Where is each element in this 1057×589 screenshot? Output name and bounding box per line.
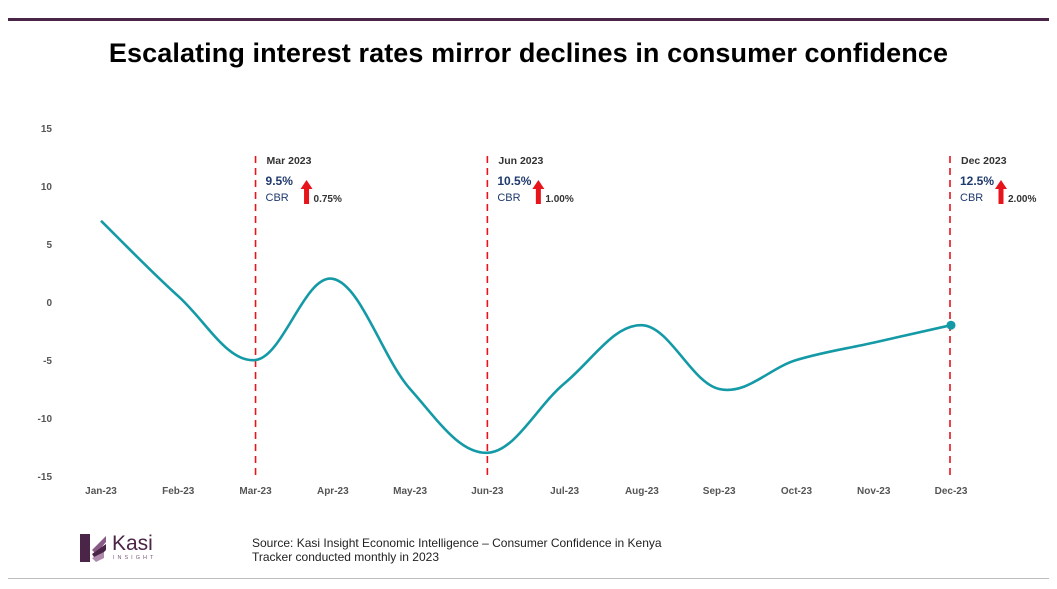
- up-arrow-icon: [532, 180, 545, 204]
- source-line-1: Source: Kasi Insight Economic Intelligen…: [252, 536, 662, 550]
- y-tick-label: 0: [46, 298, 52, 309]
- source-note: Source: Kasi Insight Economic Intelligen…: [252, 536, 662, 564]
- x-tick-label: Jul-23: [550, 486, 579, 497]
- logo-subtitle: INSIGHT: [113, 555, 157, 561]
- y-axis-ticks: 15 10 5 0 -5 -10 -15: [38, 124, 53, 483]
- series-end-point: [946, 320, 956, 330]
- x-tick-label: Mar-23: [239, 486, 272, 497]
- y-tick-label: -5: [43, 356, 52, 367]
- x-tick-label: Feb-23: [162, 486, 195, 497]
- kasi-logo: Kasi INSIGHT: [78, 532, 188, 566]
- up-arrow-icon: [995, 180, 1007, 204]
- annotation-rate: 10.5%: [497, 174, 531, 188]
- logo-wordmark: Kasi: [112, 532, 153, 555]
- bottom-divider: [8, 578, 1049, 579]
- source-line-2: Tracker conducted monthly in 2023: [252, 550, 439, 564]
- annotation-month: Dec 2023: [961, 155, 1007, 167]
- chart-title: Escalating interest rates mirror decline…: [108, 38, 949, 68]
- y-tick-label: -10: [38, 414, 53, 425]
- x-tick-label: Jun-23: [471, 486, 504, 497]
- y-tick-label: 10: [41, 182, 53, 193]
- annotation-change: 2.00%: [1008, 194, 1036, 205]
- series-line-consumer-confidence: [100, 219, 952, 455]
- x-axis-ticks: Jan-23 Feb-23 Mar-23 Apr-23 May-23 Jun-23 Jul-…: [85, 486, 968, 497]
- top-divider: [8, 18, 1049, 21]
- annotation-rate: 12.5%: [960, 174, 994, 188]
- annotation-rate: 9.5%: [266, 174, 294, 188]
- x-tick-label: Sep-23: [703, 486, 736, 497]
- annotation-change: 1.00%: [545, 194, 573, 205]
- annotation-change: 0.75%: [314, 194, 342, 205]
- x-tick-label: Dec-23: [935, 486, 968, 497]
- up-arrow-icon: [300, 180, 313, 204]
- x-tick-label: Aug-23: [625, 486, 659, 497]
- x-tick-label: May-23: [393, 486, 427, 497]
- y-tick-label: -15: [38, 472, 53, 483]
- rate-annotations: Mar 2023 9.5% CBR 0.75% Jun 2023 10.5% CBR 1.00…: [254, 155, 1036, 476]
- annotation-month: Jun 2023: [498, 155, 543, 167]
- y-tick-label: 15: [41, 124, 53, 135]
- annotation-month: Mar 2023: [267, 155, 312, 167]
- kasi-logo-icon: [80, 534, 106, 562]
- x-tick-label: Apr-23: [317, 486, 349, 497]
- chart-series: [100, 219, 956, 455]
- x-tick-label: Jan-23: [85, 486, 117, 497]
- annotation-cbr-label: CBR: [266, 192, 289, 204]
- y-tick-label: 5: [46, 240, 52, 251]
- annotation-cbr-label: CBR: [497, 192, 520, 204]
- x-tick-label: Nov-23: [857, 486, 891, 497]
- annotation-cbr-label: CBR: [960, 192, 983, 204]
- x-tick-label: Oct-23: [781, 486, 813, 497]
